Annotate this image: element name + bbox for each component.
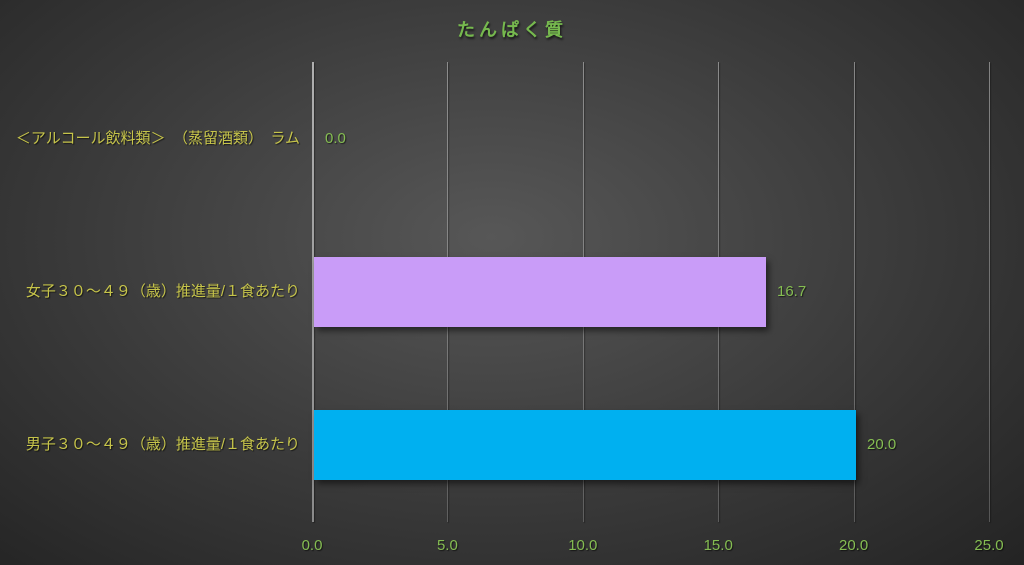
x-tick-label: 0.0 [301,537,323,554]
x-tick-label: 25.0 [974,537,1004,554]
bar [314,410,856,480]
bar [314,257,766,327]
x-tick-label: 10.0 [568,537,598,554]
category-label: 男子３０～４９（歳）推進量/１食あたり [25,436,300,453]
category-label: 女子３０～４９（歳）推進量/１食あたり [25,283,300,300]
chart-title: たんぱく質 [457,20,567,40]
gridline [989,62,990,522]
value-label: 20.0 [867,436,897,453]
value-label: 0.0 [325,130,346,147]
x-tick-label: 5.0 [436,537,458,554]
y-axis-line [312,62,314,522]
value-label: 16.7 [777,283,807,300]
x-tick-label: 20.0 [838,537,869,554]
gridline [854,62,855,522]
x-tick-label: 15.0 [703,537,733,554]
category-label: ＜アルコール飲料類＞ （蒸留酒類） ラム [15,130,300,147]
